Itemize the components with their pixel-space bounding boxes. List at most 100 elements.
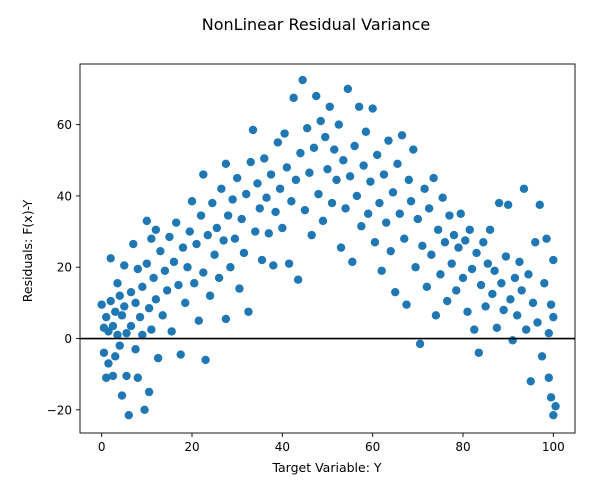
data-point: [546, 393, 556, 402]
data-point: [388, 188, 398, 197]
data-point: [117, 391, 127, 400]
data-point: [237, 214, 246, 224]
data-point: [111, 307, 120, 316]
data-point: [138, 330, 147, 340]
data-point: [391, 287, 400, 297]
data-point: [122, 328, 131, 338]
data-point: [348, 257, 357, 267]
data-point: [402, 300, 411, 309]
data-point: [352, 191, 362, 201]
data-point: [404, 175, 413, 185]
data-point: [341, 204, 350, 213]
data-point: [323, 164, 332, 174]
data-point: [330, 145, 339, 154]
data-point: [156, 246, 165, 256]
data-point: [133, 373, 143, 382]
data-point: [196, 211, 206, 220]
data-point: [221, 314, 231, 324]
data-point: [354, 102, 364, 111]
data-point: [485, 225, 495, 234]
data-point: [488, 289, 497, 299]
data-point: [266, 170, 276, 179]
data-point: [113, 279, 122, 288]
data-point: [246, 157, 255, 167]
data-point: [289, 93, 298, 103]
data-point: [334, 120, 343, 129]
data-point: [203, 230, 213, 240]
data-point: [291, 175, 301, 185]
data-point: [242, 189, 251, 199]
data-point: [185, 227, 194, 236]
data-point: [479, 238, 488, 247]
data-point: [120, 302, 129, 311]
data-point: [542, 234, 551, 243]
data-point: [366, 177, 375, 186]
data-point: [106, 296, 115, 306]
data-point: [431, 311, 441, 320]
y-tick-label: −20: [47, 403, 72, 417]
data-point: [357, 222, 366, 231]
data-point: [512, 311, 522, 320]
data-point: [476, 280, 486, 290]
data-point: [316, 116, 325, 126]
data-point: [181, 298, 190, 308]
data-point: [465, 225, 474, 234]
data-point: [494, 198, 504, 208]
data-point: [199, 268, 208, 277]
chart-title: NonLinear Residual Variance: [202, 15, 430, 34]
data-point: [149, 273, 158, 283]
data-point: [280, 129, 289, 138]
data-point: [194, 316, 203, 325]
data-point: [454, 243, 463, 252]
data-point: [361, 127, 371, 136]
data-point: [228, 195, 237, 204]
data-point: [506, 295, 515, 304]
x-tick-label: 100: [542, 440, 565, 454]
data-point: [210, 250, 219, 259]
data-point: [309, 143, 319, 152]
data-point: [409, 145, 418, 154]
data-point: [492, 323, 502, 333]
data-point: [447, 259, 456, 268]
data-point: [350, 141, 359, 151]
data-point: [253, 179, 262, 188]
data-point: [363, 209, 373, 218]
data-point: [187, 197, 197, 206]
data-point: [345, 172, 355, 181]
data-point: [549, 312, 558, 322]
y-tick-label: 40: [57, 189, 72, 203]
data-point: [108, 321, 118, 331]
data-point: [418, 241, 427, 251]
data-point: [433, 225, 443, 234]
data-point: [537, 352, 547, 361]
data-point: [104, 359, 113, 368]
data-point: [332, 175, 341, 185]
data-point: [106, 254, 115, 263]
data-point: [282, 163, 292, 172]
data-point: [501, 252, 511, 261]
points-layer: [97, 75, 560, 420]
data-point: [217, 184, 226, 193]
data-point: [519, 184, 529, 193]
data-point: [287, 197, 296, 206]
data-point: [377, 266, 386, 275]
data-point: [199, 170, 208, 179]
data-point: [321, 132, 330, 142]
data-point: [167, 327, 176, 336]
data-point: [393, 159, 402, 169]
data-point: [499, 305, 508, 315]
data-point: [248, 125, 258, 135]
data-point: [135, 312, 145, 322]
data-point: [517, 286, 526, 295]
data-point: [284, 259, 294, 268]
data-point: [474, 348, 483, 357]
data-point: [540, 279, 549, 288]
plot-frame: [79, 63, 576, 434]
data-point: [230, 234, 240, 243]
data-point: [442, 296, 452, 306]
data-point: [302, 123, 312, 133]
x-axis-ticks: 0 20 40 60 80 100: [98, 433, 565, 454]
data-point: [165, 232, 174, 242]
data-point: [214, 273, 224, 283]
